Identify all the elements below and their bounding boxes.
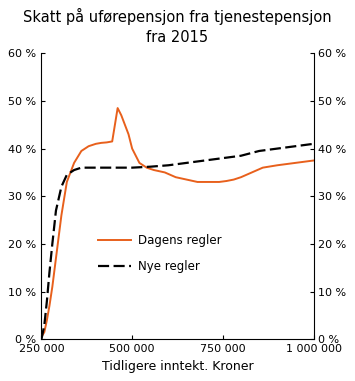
Dagens regler	[87, 144, 91, 149]
Nye regler	[257, 149, 261, 153]
Nye regler	[203, 158, 207, 163]
Nye regler	[65, 173, 69, 177]
Nye regler	[239, 154, 243, 158]
Nye regler	[185, 161, 189, 165]
Nye regler	[148, 165, 152, 169]
Dagens regler	[59, 213, 64, 218]
Dagens regler	[163, 170, 167, 175]
Nye regler	[311, 141, 316, 146]
X-axis label: Tidligere inntekt. Kroner: Tidligere inntekt. Kroner	[102, 360, 253, 373]
Nye regler	[72, 168, 76, 172]
Dagens regler	[94, 141, 98, 146]
Nye regler	[87, 165, 91, 170]
Line: Nye regler: Nye regler	[42, 144, 313, 339]
Dagens regler	[217, 180, 222, 184]
Dagens regler	[130, 146, 134, 151]
Dagens regler	[250, 170, 254, 175]
Nye regler	[221, 156, 225, 160]
Legend: Dagens regler, Nye regler: Dagens regler, Nye regler	[94, 229, 227, 278]
Dagens regler	[126, 132, 131, 136]
Dagens regler	[72, 161, 76, 165]
Dagens regler	[311, 158, 316, 163]
Dagens regler	[39, 335, 44, 339]
Nye regler	[45, 299, 49, 303]
Dagens regler	[195, 180, 200, 184]
Nye regler	[54, 208, 58, 213]
Dagens regler	[123, 122, 127, 127]
Dagens regler	[206, 180, 211, 184]
Nye regler	[112, 165, 116, 170]
Nye regler	[166, 163, 170, 168]
Dagens regler	[293, 161, 297, 165]
Nye regler	[39, 337, 44, 341]
Dagens regler	[79, 149, 83, 153]
Dagens regler	[65, 180, 69, 184]
Dagens regler	[110, 139, 114, 144]
Nye regler	[293, 144, 297, 149]
Nye regler	[275, 146, 279, 151]
Nye regler	[94, 165, 98, 170]
Dagens regler	[239, 175, 243, 179]
Nye regler	[79, 165, 83, 170]
Dagens regler	[54, 256, 58, 261]
Dagens regler	[47, 304, 51, 308]
Dagens regler	[115, 106, 120, 110]
Nye regler	[42, 323, 47, 327]
Dagens regler	[185, 177, 189, 182]
Dagens regler	[105, 140, 109, 145]
Nye regler	[59, 184, 64, 189]
Nye regler	[50, 242, 54, 246]
Dagens regler	[119, 113, 124, 117]
Dagens regler	[152, 168, 156, 172]
Dagens regler	[231, 177, 236, 182]
Dagens regler	[137, 161, 142, 165]
Line: Dagens regler: Dagens regler	[42, 108, 313, 337]
Nye regler	[130, 165, 134, 170]
Dagens regler	[45, 318, 49, 322]
Title: Skatt på uførepensjon fra tjenestepensjon
fra 2015: Skatt på uførepensjon fra tjenestepensjo…	[23, 8, 332, 45]
Dagens regler	[50, 285, 54, 289]
Dagens regler	[42, 330, 47, 335]
Nye regler	[47, 270, 51, 275]
Dagens regler	[144, 165, 149, 170]
Dagens regler	[275, 163, 279, 168]
Dagens regler	[99, 141, 103, 145]
Dagens regler	[224, 179, 229, 183]
Dagens regler	[261, 165, 265, 170]
Dagens regler	[174, 175, 178, 179]
